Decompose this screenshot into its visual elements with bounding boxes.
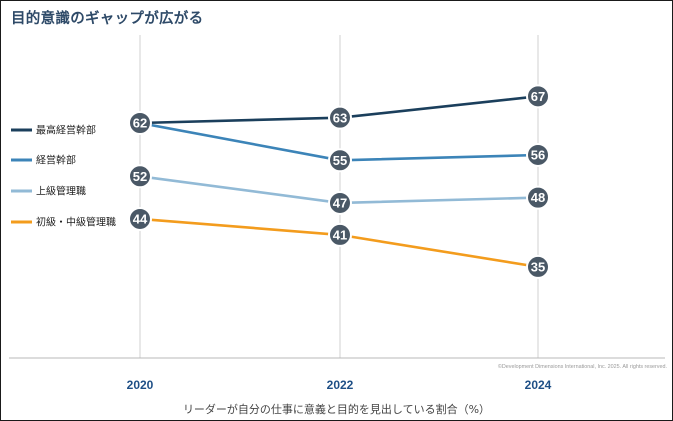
point-value-label: 63	[333, 110, 347, 125]
x-tick-label-2024: 2024	[525, 378, 552, 392]
point-value-label: 48	[531, 190, 545, 205]
x-axis-label: リーダーが自分の仕事に意義と目的を見出している割合（%）	[182, 403, 491, 416]
point-value-label: 41	[333, 228, 347, 243]
data-point-2024-35: 35	[526, 254, 550, 279]
data-point-2022-55: 55	[328, 148, 352, 173]
legend-label-2: 経営幹部	[36, 154, 76, 167]
data-point-2024-56: 56	[526, 142, 550, 167]
point-value-label: 47	[333, 196, 347, 211]
point-marker	[526, 254, 550, 279]
point-marker	[328, 222, 352, 247]
x-tick-label-2022: 2022	[327, 378, 354, 392]
data-point-2024-48: 48	[526, 185, 550, 210]
x-tick-label-2020: 2020	[127, 378, 154, 392]
point-marker	[328, 190, 352, 215]
point-markers: 62 52 44 63 55 47 41 67 56 48 35	[128, 84, 550, 279]
legend-label-1: 最高経営幹部	[36, 124, 96, 137]
legend-label-3: 上級管理職	[36, 185, 86, 198]
data-point-2022-63: 63	[328, 105, 352, 130]
point-marker	[128, 111, 152, 135]
copyright-credit: ©Development Dimensions International, I…	[497, 364, 667, 370]
data-point-2020-44: 44	[128, 206, 152, 231]
data-point-2022-41: 41	[328, 222, 352, 247]
point-value-label: 52	[133, 169, 147, 184]
point-marker	[328, 148, 352, 173]
point-marker	[526, 84, 550, 109]
point-value-label: 67	[531, 89, 545, 104]
point-marker	[526, 142, 550, 167]
data-point-2022-47: 47	[328, 190, 352, 215]
point-marker	[526, 185, 550, 210]
x-axis: 2020 2022 2024	[9, 357, 665, 392]
data-point-2020-62: 62	[128, 111, 152, 135]
point-value-label: 56	[531, 148, 545, 163]
point-marker	[328, 105, 352, 130]
data-point-2024-67: 67	[526, 84, 550, 109]
point-marker	[128, 206, 152, 231]
point-value-label: 35	[531, 260, 545, 275]
point-value-label: 62	[133, 116, 147, 131]
point-marker	[128, 164, 152, 189]
data-point-2020-52: 52	[128, 164, 152, 189]
chart-title: 目的意識のギャップが広がる	[11, 11, 204, 27]
point-value-label: 55	[333, 153, 347, 168]
legend-label-4: 初級・中級管理職	[36, 216, 116, 229]
point-value-label: 44	[133, 212, 148, 227]
